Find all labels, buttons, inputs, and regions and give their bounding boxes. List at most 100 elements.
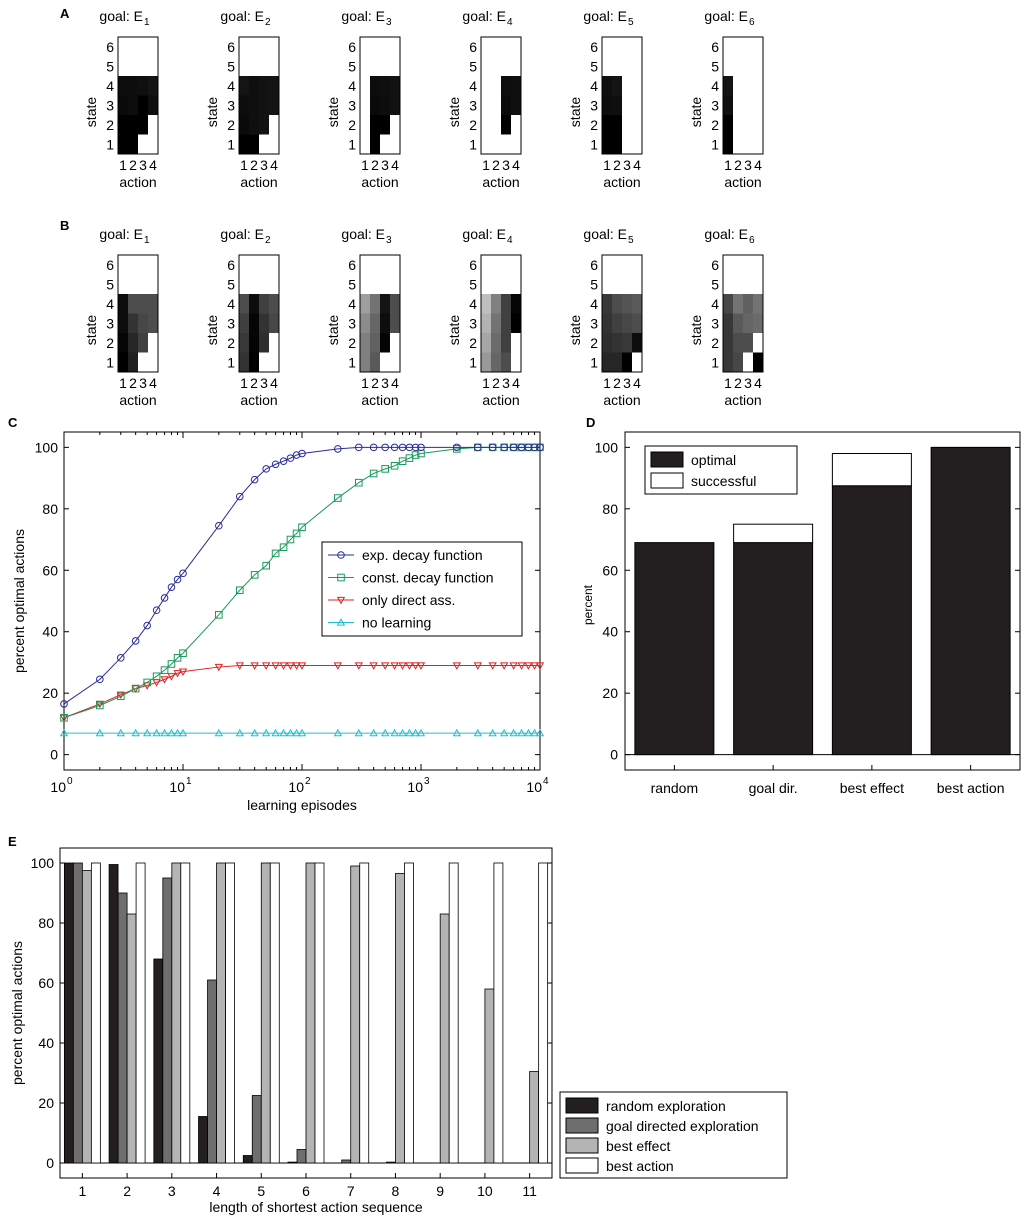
heatmap-cell <box>370 37 381 57</box>
x-tick-label: 1 <box>78 1183 86 1199</box>
heatmap-cell <box>602 115 613 135</box>
heatmap-cell <box>390 95 401 116</box>
bar-chart-E: 0 20 40 60 80 100 percent optimal actions lengt… <box>9 847 788 1215</box>
heatmap-cell <box>602 333 613 353</box>
y-tick-label: 5 <box>711 58 719 74</box>
bar-random-exploration <box>287 1161 298 1164</box>
heatmap-cell <box>511 134 522 155</box>
bar-best-action <box>448 862 459 1164</box>
legend-label: random exploration <box>606 1098 726 1114</box>
heatmap-cell <box>753 115 764 135</box>
heatmap-cell <box>733 294 744 314</box>
heatmap-cell <box>733 95 744 116</box>
heatmap-frame <box>117 36 159 155</box>
heatmap-cell <box>249 294 260 314</box>
data-point <box>517 728 526 737</box>
heatmap-cell <box>612 294 623 314</box>
y-tick-label: 1 <box>227 136 235 152</box>
heatmap-title: goal: E <box>341 226 385 242</box>
heatmap-cell <box>632 255 643 275</box>
data-point <box>369 443 378 452</box>
bar-best-effect <box>216 862 226 1164</box>
legend: random exploration goal directed explorat… <box>559 1091 788 1179</box>
x-tick-label: 4 <box>213 1183 221 1199</box>
x-tick-label: 10 <box>477 1183 493 1199</box>
y-tick-label: 4 <box>227 296 235 312</box>
data-point <box>96 701 104 710</box>
bar-random-exploration <box>63 862 74 1164</box>
bar-successful <box>831 453 912 487</box>
heatmap-cell <box>743 37 754 57</box>
x-tick-exponent: 0 <box>67 776 73 787</box>
data-point <box>292 728 301 737</box>
heatmap-cell <box>743 274 754 295</box>
heatmap-cell <box>128 115 139 135</box>
heatmap-cell <box>259 274 270 295</box>
heatmap-cell <box>118 333 129 353</box>
heatmap-cell <box>511 352 522 373</box>
y-tick-label: 80 <box>38 915 54 931</box>
legend-swatch <box>565 1097 599 1114</box>
data-point <box>381 465 389 473</box>
y-tick-label: 6 <box>348 39 356 55</box>
bar-random-exploration <box>198 1116 208 1164</box>
heatmap-cell <box>239 115 250 135</box>
heatmap-title-subscript: 3 <box>386 17 392 28</box>
heatmap-cell <box>138 333 149 353</box>
y-tick-label: 0 <box>50 747 58 763</box>
heatmap-cell <box>239 313 250 334</box>
x-tick-label: 11 <box>522 1183 537 1199</box>
y-tick-label: 1 <box>711 136 719 152</box>
data-point <box>390 662 399 670</box>
heatmap-cell <box>239 95 250 116</box>
x-tick-label: 2 <box>123 1183 131 1199</box>
x-tick-label: 4 <box>149 157 157 173</box>
y-axis-label: state <box>688 315 704 346</box>
y-axis-label: state <box>83 315 99 346</box>
x-tick-exponent: 4 <box>543 776 549 787</box>
x-tick-label: 2 <box>371 375 379 391</box>
heatmap-cell <box>239 134 250 155</box>
heatmap-cell <box>501 313 512 334</box>
heatmap-cell <box>249 76 260 96</box>
y-tick-label: 6 <box>469 39 477 55</box>
x-axis-label: action <box>482 174 519 190</box>
y-tick-label: 5 <box>106 58 114 74</box>
heatmap-cell <box>380 95 391 116</box>
heatmap-cell <box>481 37 492 57</box>
y-tick-label: 1 <box>590 354 598 370</box>
y-tick-label: 3 <box>348 315 356 331</box>
bar-best-action <box>404 862 414 1164</box>
heatmap-cell <box>128 37 139 57</box>
heatmap-cell <box>259 76 270 96</box>
heatmap-cell <box>612 134 623 155</box>
heatmap-cell <box>491 37 502 57</box>
data-point <box>535 662 545 670</box>
y-tick-label: 1 <box>348 136 356 152</box>
heatmap-cell <box>370 95 381 116</box>
heatmap-cell <box>491 274 502 295</box>
heatmap-cell <box>269 255 280 275</box>
x-tick-label: best action <box>937 780 1005 796</box>
x-axis-label: action <box>361 174 398 190</box>
y-axis-label: state <box>446 315 462 346</box>
legend-label: goal directed exploration <box>606 1118 759 1134</box>
heatmap-cell <box>239 294 250 314</box>
data-point <box>354 662 363 670</box>
y-axis-label: percent <box>581 584 595 625</box>
y-tick-label: 1 <box>348 354 356 370</box>
y-tick-label: 1 <box>469 136 477 152</box>
heatmap-cell <box>249 134 260 155</box>
y-tick-label: 4 <box>590 296 598 312</box>
heatmap-cell <box>612 313 623 334</box>
heatmap-cell <box>622 313 633 334</box>
y-tick-label: 0 <box>46 1155 54 1171</box>
x-tick-label: 2 <box>129 375 137 391</box>
data-point <box>411 662 420 670</box>
heatmap-cell <box>753 294 764 314</box>
heatmap-title: goal: E <box>99 226 143 242</box>
heatmap-cell <box>269 37 280 57</box>
